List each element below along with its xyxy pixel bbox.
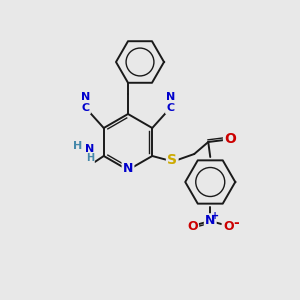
- Text: N: N: [81, 92, 90, 102]
- Text: N: N: [85, 144, 94, 154]
- Text: N: N: [123, 163, 133, 176]
- Text: H: H: [73, 141, 83, 151]
- Text: -: -: [233, 216, 239, 230]
- Text: H: H: [86, 153, 94, 163]
- Text: S: S: [167, 153, 177, 167]
- Text: C: C: [82, 103, 90, 113]
- Text: N: N: [166, 92, 175, 102]
- Text: C: C: [166, 103, 174, 113]
- Text: O: O: [187, 220, 198, 233]
- Text: O: O: [223, 220, 234, 233]
- Text: +: +: [211, 211, 219, 221]
- Text: O: O: [224, 132, 236, 146]
- Text: N: N: [205, 214, 215, 227]
